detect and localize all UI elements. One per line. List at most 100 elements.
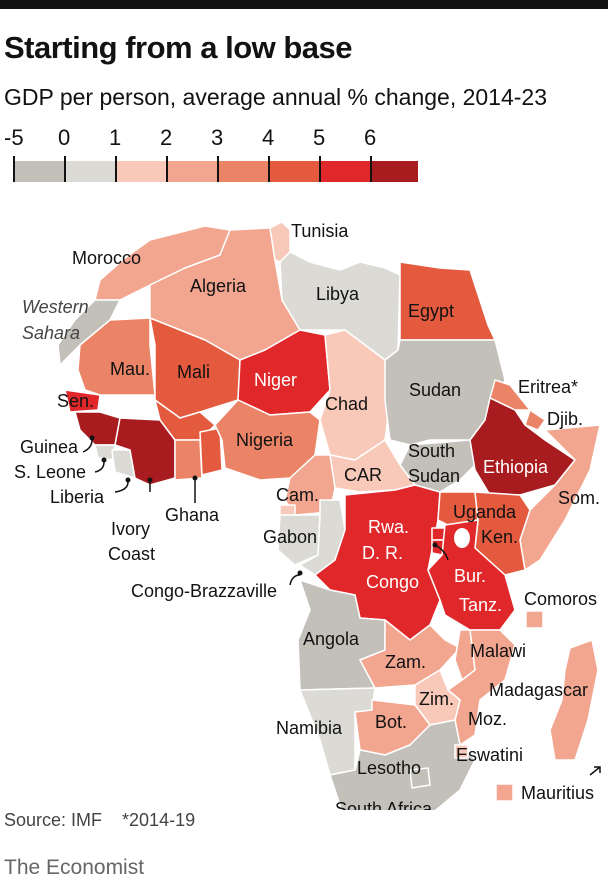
- callout-dots: [89, 435, 438, 576]
- legend-tick: [13, 156, 15, 182]
- legend-tick: [268, 156, 270, 182]
- region-eswatini[interactable]: [454, 744, 469, 759]
- label-guinea: Guinea: [20, 437, 79, 457]
- label-western-sahara-1: Western: [22, 297, 89, 317]
- legend-label: 2: [160, 125, 173, 150]
- label-uganda: Uganda: [453, 502, 517, 522]
- label-madagascar: Madagascar: [489, 680, 588, 700]
- label-nigeria: Nigeria: [236, 430, 294, 450]
- region-gabon[interactable]: [277, 514, 321, 566]
- arrow-head-icon: [594, 766, 601, 773]
- label-dr-congo-1: D. R.: [362, 543, 403, 563]
- region-sudan[interactable]: [384, 339, 506, 446]
- label-comoros: Comoros: [524, 589, 597, 609]
- legend-label: 1: [109, 125, 122, 150]
- label-somalia: Som.: [558, 488, 600, 508]
- chart-title: Starting from a low base: [4, 30, 353, 65]
- legend-label: 5: [313, 125, 326, 150]
- legend-tick: [319, 156, 321, 182]
- region-eq-guinea[interactable]: [279, 504, 296, 516]
- region-namibia[interactable]: [299, 687, 376, 776]
- label-burundi: Bur.: [454, 566, 486, 586]
- label-congo-brazzaville: Congo-Brazzaville: [131, 581, 277, 601]
- label-mauritius: Mauritius: [521, 783, 594, 803]
- legend-tick: [166, 156, 168, 182]
- legend-swatch: [371, 161, 418, 182]
- callouts: [82, 439, 601, 776]
- region-comoros[interactable]: [525, 610, 544, 629]
- legend-tick: [370, 156, 372, 182]
- label-car: CAR: [344, 465, 382, 485]
- legend-swatch: [269, 161, 320, 182]
- legend-swatch: [320, 161, 371, 182]
- label-western-sahara-2: Sahara: [22, 323, 80, 343]
- label-niger: Niger: [254, 370, 297, 390]
- label-ethiopia: Ethiopia: [483, 457, 549, 477]
- label-namibia: Namibia: [276, 718, 343, 738]
- region-djibouti[interactable]: [524, 409, 546, 431]
- label-sudan: Sudan: [409, 380, 461, 400]
- region-senegal[interactable]: [64, 389, 101, 413]
- label-sierra-leone: S. Leone: [14, 462, 86, 482]
- legend-label: 3: [211, 125, 224, 150]
- callout-dot: [101, 457, 107, 463]
- legend-label: 6: [364, 125, 377, 150]
- region-madagascar[interactable]: [549, 639, 599, 761]
- label-lesotho: Lesotho: [357, 758, 421, 778]
- label-djibouti: Djib.: [547, 409, 583, 429]
- label-cameroon: Cam.: [276, 485, 319, 505]
- callout-line: [94, 461, 105, 473]
- chart-subtitle: GDP per person, average annual % change,…: [4, 84, 548, 110]
- region-ghana[interactable]: [174, 439, 203, 481]
- region-sierra-leone[interactable]: [94, 444, 116, 461]
- legend-tick: [115, 156, 117, 182]
- label-gabon: Gabon: [263, 527, 317, 547]
- label-senegal: Sen.: [57, 391, 94, 411]
- region-western-sahara[interactable]: [57, 299, 121, 366]
- label-ivory-coast-1: Ivory: [111, 519, 150, 539]
- legend-swatch: [116, 161, 167, 182]
- label-tanzania: Tanz.: [459, 595, 502, 615]
- label-egypt: Egypt: [408, 301, 454, 321]
- legend-label: -5: [4, 125, 24, 150]
- callout-dot: [297, 570, 303, 576]
- label-ghana: Ghana: [165, 505, 220, 525]
- label-south-sudan-2: Sudan: [408, 466, 460, 486]
- region-guinea[interactable]: [74, 411, 121, 446]
- callout-line: [114, 481, 129, 493]
- label-eswatini: Eswatini: [456, 745, 523, 765]
- region-mauritius[interactable]: [495, 783, 514, 802]
- label-algeria: Algeria: [190, 276, 247, 296]
- callout-dot: [89, 435, 95, 441]
- label-morocco: Morocco: [72, 248, 141, 268]
- region-lesotho[interactable]: [409, 767, 431, 789]
- label-mauritania: Mau.: [110, 359, 150, 379]
- legend-tick: [64, 156, 66, 182]
- label-tunisia: Tunisia: [291, 221, 349, 241]
- region-south-africa[interactable]: [329, 719, 476, 810]
- label-south-sudan-1: South: [408, 441, 455, 461]
- label-liberia: Liberia: [50, 487, 105, 507]
- label-mali: Mali: [177, 362, 210, 382]
- africa-map: Tunisia Morocco Algeria Libya Egypt West…: [14, 221, 601, 810]
- label-botswana: Bot.: [375, 712, 407, 732]
- callout-dot: [147, 477, 153, 483]
- callout-line: [82, 439, 93, 453]
- top-rule: [0, 0, 608, 9]
- region-ethiopia[interactable]: [469, 397, 576, 496]
- label-zimbabwe: Zim.: [419, 689, 454, 709]
- region-togo-benin[interactable]: [199, 427, 223, 476]
- label-south-africa: South Africa: [335, 799, 433, 810]
- legend-tick: [217, 156, 219, 182]
- label-kenya: Ken.: [481, 527, 518, 547]
- legend-label: 0: [58, 125, 71, 150]
- lake-victoria: [454, 528, 470, 548]
- callout-dot: [432, 542, 438, 548]
- legend-label: 4: [262, 125, 275, 150]
- legend-swatch: [65, 161, 116, 182]
- label-malawi: Malawi: [470, 641, 526, 661]
- label-eritrea: Eritrea*: [518, 377, 578, 397]
- publisher-brand: The Economist: [4, 856, 145, 879]
- label-dr-congo-2: Congo: [366, 572, 419, 592]
- callout-dot: [125, 477, 131, 483]
